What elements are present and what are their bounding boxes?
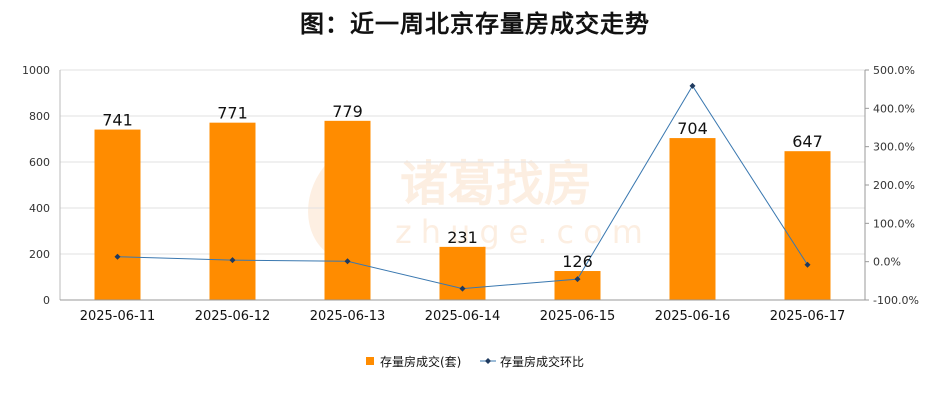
bar-2025-06-16 [669,138,716,300]
y-left-tick-label: 1000 [22,64,50,77]
y-right-tick-label: 300.0% [873,141,915,154]
bar-data-label: 647 [792,132,823,151]
legend-box [358,350,593,372]
legend-bar-swatch [366,357,374,365]
chart-title: 图：近一周北京存量房成交走势 [300,10,650,38]
y-left-tick-label: 0 [43,294,50,307]
bar-2025-06-12 [209,122,256,300]
x-tick-label: 2025-06-13 [310,309,386,324]
y-right-tick-label: -100.0% [873,294,919,307]
mom-point-2025-06-14 [459,285,466,292]
x-tick-label: 2025-06-16 [655,309,731,324]
bar-2025-06-11 [94,129,141,300]
mom-point-2025-06-11 [114,253,121,260]
legend: 存量房成交(套) 存量房成交环比 [358,350,593,372]
y-right-tick-label: 0.0% [873,256,901,269]
y-left-tick-label: 400 [29,202,50,215]
bar-2025-06-15 [554,271,601,300]
bar-data-label: 704 [677,119,708,138]
bar-data-label: 741 [102,111,133,130]
mom-point-2025-06-17 [804,261,811,268]
y-left-tick-label: 200 [29,248,50,261]
x-tick-label: 2025-06-14 [425,309,501,324]
y-right-tick-label: 200.0% [873,179,915,192]
y-right-tick-label: 400.0% [873,102,915,115]
bar-2025-06-17 [784,151,831,300]
mom-point-2025-06-16 [689,82,696,89]
x-tick-label: 2025-06-15 [540,309,616,324]
watermark-domain: zhuge.com [395,213,652,251]
x-tick-label: 2025-06-17 [770,309,846,324]
y-left-tick-label: 600 [29,156,50,169]
x-tick-label: 2025-06-11 [80,309,156,324]
y-right-tick-label: 100.0% [873,217,915,230]
bar-2025-06-14 [439,246,486,300]
legend-line-label: 存量房成交环比 [500,354,584,369]
y-right-tick-label: 500.0% [873,64,915,77]
mom-point-2025-06-15 [574,276,581,283]
legend-line-marker [485,358,491,364]
data-labels: 741 771 779 231 126 704 647 [102,102,823,271]
axes: 0 200 400 600 800 1000 -100.0% 0.0% 100.0% 200.0%… [22,64,919,324]
line-series [114,82,811,292]
bar-data-label: 126 [562,252,593,271]
mom-point-2025-06-13 [344,258,351,265]
bar-series [94,120,831,300]
x-tick-label: 2025-06-12 [195,309,271,324]
bar-data-label: 231 [447,228,478,247]
mom-point-2025-06-12 [229,257,236,264]
y-left-tick-label: 800 [29,110,50,123]
bar-data-label: 779 [332,102,363,121]
watermark-brand: 诸葛找房 [400,156,592,212]
legend-bar-label: 存量房成交(套) [380,354,461,369]
bar-2025-06-13 [324,120,371,300]
bar-data-label: 771 [217,104,248,123]
